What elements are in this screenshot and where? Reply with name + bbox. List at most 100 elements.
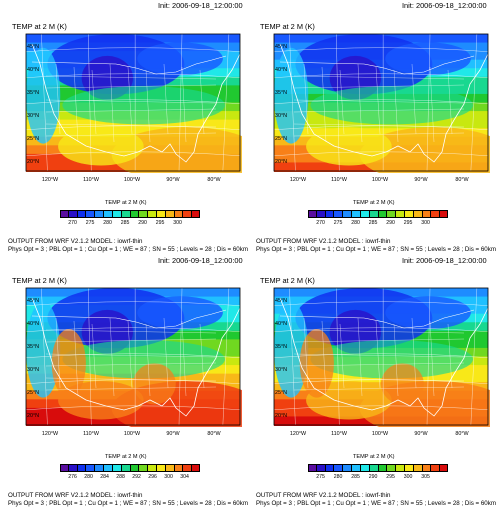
colorbar-swatch <box>139 464 149 472</box>
longitude-label: 80°W <box>455 177 469 183</box>
model-options: Phys Opt = 3 ; PBL Opt = 1 ; Cu Opt = 1 … <box>256 500 496 507</box>
colorbar-swatch <box>440 210 448 218</box>
init-time: Init: 2006-09-18_12:00:00 <box>402 1 487 10</box>
field-title: TEMP at 2 M (K) <box>12 22 67 31</box>
colorbar-swatch <box>95 210 105 218</box>
longitude-label: 120°W <box>41 431 59 437</box>
colorbar-swatch <box>431 464 441 472</box>
colorbar-swatch <box>156 210 166 218</box>
colorbar-title: TEMP at 2 M (K) <box>353 200 395 206</box>
colorbar-tick-label: 270 <box>316 220 325 226</box>
colorbar-tick-label: 275 <box>333 220 343 226</box>
colorbar-swatch <box>112 210 122 218</box>
panel-bottom-left: Init: 2006-09-18_12:00:00 TEMP at 2 M (K)… <box>8 254 248 508</box>
colorbar-tick-label: 275 <box>316 474 325 480</box>
colorbar-swatch <box>352 210 361 218</box>
colorbar-tick-label: 300 <box>164 474 173 480</box>
colorbar-swatch <box>86 464 96 472</box>
latitude-label: 20°N <box>27 159 40 165</box>
latitude-label: 30°N <box>27 367 40 373</box>
colorbar-swatch <box>422 210 432 218</box>
longitude-label: 110°W <box>331 177 347 183</box>
longitude-label: 80°W <box>455 431 469 437</box>
latitude-label: 40°N <box>27 67 40 73</box>
temperature-map <box>273 33 490 173</box>
longitude-label: 90°W <box>166 431 180 437</box>
latitude-label: 45°N <box>275 298 288 304</box>
colorbar-tick-label: 295 <box>403 220 413 226</box>
colorbar-tick-label: 280 <box>103 220 112 226</box>
model-info: OUTPUT FROM WRF V2.1.2 MODEL : iowrf-thi… <box>256 238 391 245</box>
longitude-label: 80°W <box>207 431 221 437</box>
colorbar-tick-label: 300 <box>403 474 413 480</box>
longitude-label: 120°W <box>289 431 307 437</box>
colorbar-swatch <box>360 210 370 218</box>
latitude-label: 35°N <box>275 344 288 350</box>
colorbar-swatch <box>174 210 184 218</box>
colorbar-swatch <box>68 464 78 472</box>
colorbar-swatch <box>343 464 353 472</box>
colorbar-tick-label: 280 <box>351 220 360 226</box>
colorbar-swatch <box>148 210 157 218</box>
colorbar-tick-label: 284 <box>100 474 109 480</box>
colorbar-ticks: 270 275 280 285 290 295 300 <box>60 220 200 228</box>
colorbar-swatch <box>422 464 432 472</box>
colorbar-tick-label: 296 <box>148 474 157 480</box>
model-info: OUTPUT FROM WRF V2.1.2 MODEL : iowrf-thi… <box>8 492 143 499</box>
latitude-label: 25°N <box>27 136 40 142</box>
latitude-label: 35°N <box>27 344 40 350</box>
colorbar-swatch <box>369 464 379 472</box>
colorbar-swatch <box>95 464 105 472</box>
colorbar-title: TEMP at 2 M (K) <box>353 454 395 460</box>
colorbar-swatch <box>378 464 388 472</box>
colorbar-swatch <box>183 210 193 218</box>
colorbar-tick-label: 295 <box>386 474 395 480</box>
latitude-label: 30°N <box>27 113 40 119</box>
colorbar-tick-label: 280 <box>333 474 343 480</box>
latitude-label: 45°N <box>27 298 40 304</box>
colorbar-swatch <box>148 464 157 472</box>
colorbar-swatch <box>404 464 414 472</box>
colorbar-tick-label: 300 <box>421 220 430 226</box>
colorbar-swatch <box>334 210 344 218</box>
colorbar-swatch <box>343 210 353 218</box>
colorbar-swatch <box>165 210 175 218</box>
colorbar-swatch <box>396 464 405 472</box>
colorbar-swatch <box>413 210 423 218</box>
colorbar-ticks: 270 275 280 285 290 295 300 <box>308 220 448 228</box>
colorbar-swatch <box>121 210 131 218</box>
colorbar-swatch <box>396 210 405 218</box>
colorbar-swatch <box>165 464 175 472</box>
latitude-label: 45°N <box>27 44 40 50</box>
colorbar-swatch <box>121 464 131 472</box>
colorbar-swatch <box>68 210 78 218</box>
longitude-label: 90°W <box>414 431 428 437</box>
colorbar-tick-label: 285 <box>120 220 130 226</box>
colorbar-tick-label: 276 <box>68 474 77 480</box>
longitude-label: 120°W <box>289 177 307 183</box>
colorbar-title: TEMP at 2 M (K) <box>105 200 147 206</box>
colorbar-swatch <box>130 464 140 472</box>
model-options: Phys Opt = 3 ; PBL Opt = 1 ; Cu Opt = 1 … <box>8 246 248 253</box>
colorbar-title: TEMP at 2 M (K) <box>105 454 147 460</box>
colorbar-swatch <box>60 464 69 472</box>
colorbar-tick-label: 295 <box>155 220 165 226</box>
colorbar-swatch <box>378 210 388 218</box>
colorbar-swatch <box>174 464 184 472</box>
field-title: TEMP at 2 M (K) <box>260 22 315 31</box>
colorbar-swatch <box>183 464 193 472</box>
colorbar-swatch <box>139 210 149 218</box>
colorbar-swatch <box>387 210 397 218</box>
longitude-label: 90°W <box>414 177 428 183</box>
colorbar-swatch <box>104 210 113 218</box>
colorbar-swatch <box>325 210 335 218</box>
colorbar-swatch <box>325 464 335 472</box>
panel-bottom-right: Init: 2006-09-18_12:00:00 TEMP at 2 M (K)… <box>256 254 496 508</box>
colorbar-tick-label: 290 <box>138 220 147 226</box>
colorbar <box>308 210 448 218</box>
colorbar-swatch <box>413 464 423 472</box>
longitude-label: 120°W <box>41 177 59 183</box>
latitude-label: 30°N <box>275 113 288 119</box>
longitude-label: 110°W <box>83 177 99 183</box>
colorbar-swatch <box>86 210 96 218</box>
